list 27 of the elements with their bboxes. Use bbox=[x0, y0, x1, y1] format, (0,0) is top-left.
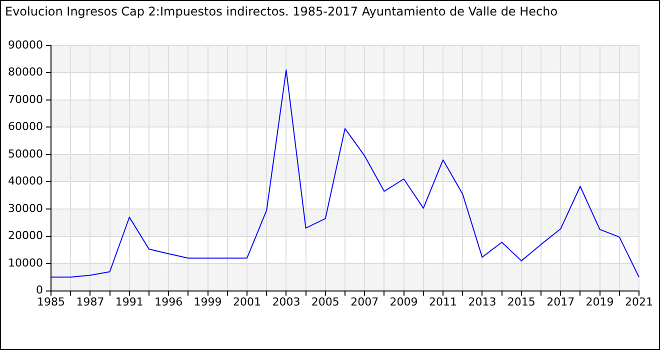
x-tick-label: 2001 bbox=[232, 295, 261, 308]
x-tick-label: 2019 bbox=[586, 295, 614, 308]
x-tick-label: 1996 bbox=[154, 295, 183, 308]
y-tick-label: 70000 bbox=[8, 92, 43, 106]
y-tick-label: 20000 bbox=[8, 229, 43, 242]
x-tick-label: 2003 bbox=[272, 295, 300, 308]
y-tick-label: 90000 bbox=[8, 38, 43, 52]
x-tick-label: 2007 bbox=[350, 295, 379, 308]
x-tick-label: 1999 bbox=[194, 295, 222, 308]
y-tick-label: 10000 bbox=[8, 256, 43, 270]
chart-title: Evolucion Ingresos Cap 2:Impuestos indirectos. 1985-2017 Ayuntamiento de Valle de Hecho bbox=[5, 4, 558, 18]
x-tick-label: 2013 bbox=[468, 295, 496, 308]
x-tick-label: 2017 bbox=[546, 295, 575, 308]
y-tick-label: 30000 bbox=[8, 202, 43, 215]
y-tick-label: 40000 bbox=[8, 174, 43, 188]
x-tick-label: 1987 bbox=[76, 295, 104, 308]
x-tick-label: 2015 bbox=[507, 295, 536, 308]
y-tick-label: 50000 bbox=[8, 147, 43, 160]
x-tick-label: 2009 bbox=[390, 295, 418, 308]
x-tick-label: 2005 bbox=[311, 295, 340, 308]
x-tick-label: 1985 bbox=[36, 295, 65, 308]
y-tick-label: 60000 bbox=[8, 120, 43, 134]
x-tick-label: 2011 bbox=[429, 295, 457, 308]
y-tick-label: 80000 bbox=[8, 66, 43, 79]
x-tick-label: 1991 bbox=[115, 295, 144, 308]
x-tick-label: 2021 bbox=[625, 295, 653, 308]
y-tick-label: 0 bbox=[36, 284, 43, 297]
